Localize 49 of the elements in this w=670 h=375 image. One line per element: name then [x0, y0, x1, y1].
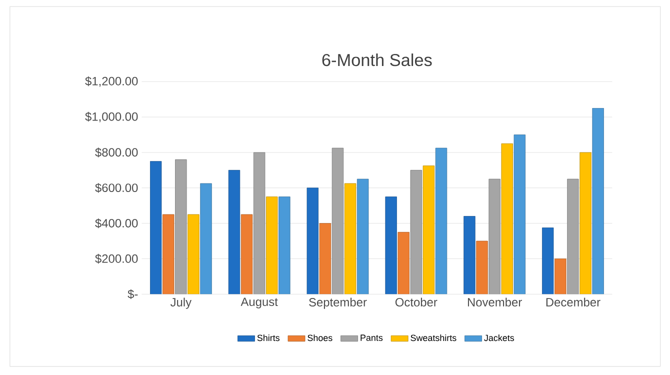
bar	[398, 232, 410, 294]
y-tick-label: $-	[128, 289, 138, 300]
bar	[240, 214, 253, 294]
bar	[332, 148, 344, 294]
bar	[319, 223, 332, 294]
bar	[188, 214, 200, 294]
y-tick-label: $600.00	[95, 183, 138, 193]
bar	[200, 183, 212, 294]
x-tick-label: November	[468, 298, 522, 306]
bar	[435, 148, 448, 294]
y-tick-label: $1,000.00	[85, 112, 138, 122]
bar	[356, 178, 369, 294]
bar	[592, 108, 604, 294]
bar	[554, 258, 566, 294]
y-tick-label: $200.00	[95, 254, 138, 264]
bar	[150, 161, 162, 294]
bar	[542, 228, 554, 294]
bar	[228, 170, 240, 294]
x-tick-label: October	[395, 298, 438, 306]
legend-label: Pants	[360, 334, 383, 341]
y-tick-label: $1,200.00	[85, 76, 138, 87]
bar	[501, 143, 513, 294]
chart-title: 6-Month Sales	[322, 54, 432, 66]
bar	[580, 152, 592, 294]
x-tick-label: September	[309, 298, 367, 309]
bar	[464, 216, 476, 294]
legend-label: Shirts	[257, 334, 280, 342]
bar	[514, 134, 526, 294]
bar	[253, 152, 266, 294]
bar	[278, 196, 290, 294]
y-tick-label: $800.00	[95, 148, 138, 158]
bar	[567, 178, 579, 294]
bar	[422, 166, 435, 294]
bar	[175, 159, 187, 294]
y-tick-label: $400.00	[95, 218, 138, 228]
bar	[410, 170, 422, 294]
legend-label: Shoes	[308, 334, 332, 342]
x-tick-label: August	[240, 298, 278, 308]
legend-label: Jackets	[484, 334, 514, 342]
bar	[344, 183, 356, 294]
bar	[306, 188, 318, 294]
x-tick-label: December	[546, 298, 600, 306]
bar	[476, 240, 488, 294]
bar	[162, 214, 174, 294]
bar	[385, 196, 397, 294]
x-tick-label: July	[170, 298, 192, 309]
legend-label: Sweatshirts	[410, 334, 456, 342]
bar	[488, 178, 500, 294]
bar	[266, 196, 278, 294]
